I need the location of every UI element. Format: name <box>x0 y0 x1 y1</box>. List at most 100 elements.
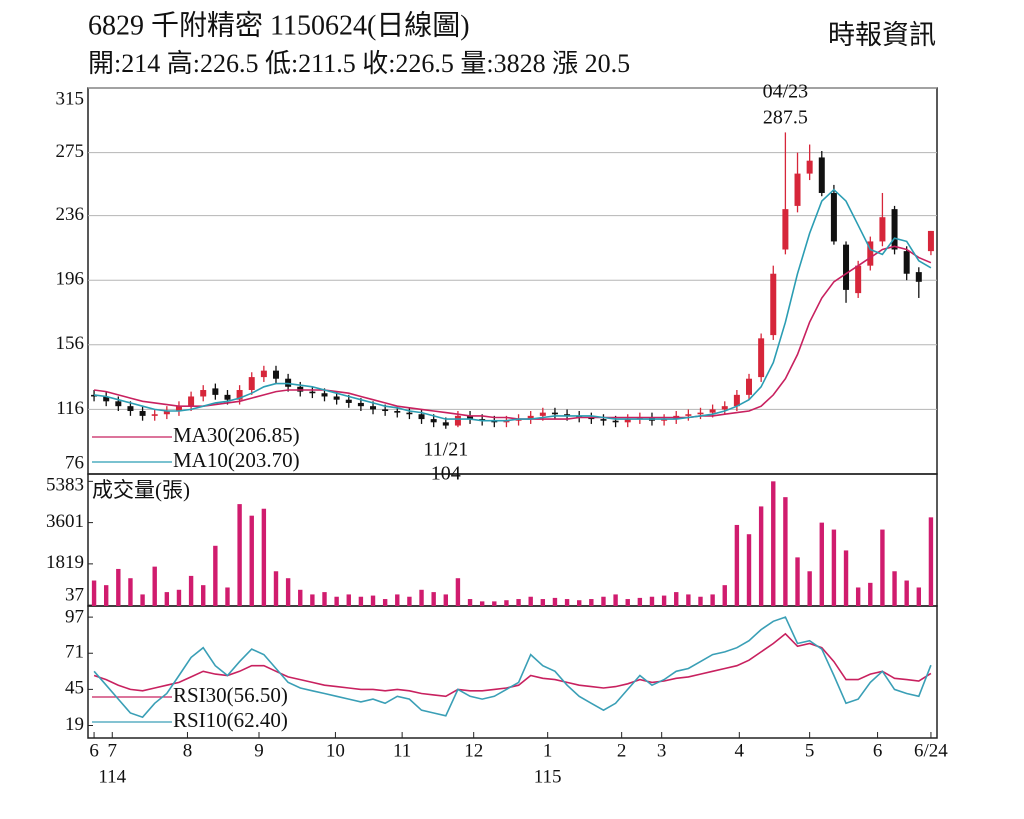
candle-body <box>467 415 474 420</box>
x-tick-label: 10 <box>326 740 345 761</box>
volume-bar <box>310 594 315 606</box>
volume-bar <box>868 582 873 606</box>
y-tick-label: 76 <box>65 452 84 473</box>
volume-bar <box>334 596 339 606</box>
source: 時報資訊 <box>828 20 936 50</box>
volume-bar <box>928 517 934 606</box>
volume-bar <box>467 599 473 606</box>
year-label: 114 <box>98 766 126 787</box>
x-tick-label: 6 <box>89 740 99 761</box>
line-series <box>93 616 932 719</box>
volume-bar <box>213 545 218 606</box>
candle-body <box>115 401 122 407</box>
candle-body <box>903 251 910 274</box>
candle-body <box>891 209 898 250</box>
candle-body <box>564 414 571 416</box>
annotation-value: 104 <box>431 462 461 484</box>
annotation-date: 04/23 <box>763 81 809 103</box>
candle-body <box>309 391 316 394</box>
candle-body <box>733 394 740 407</box>
candle-body <box>806 160 813 174</box>
volume-bar <box>201 585 206 606</box>
candle-body <box>794 173 801 206</box>
volume-bar <box>758 506 764 606</box>
volume-bar <box>831 529 837 606</box>
volume-bar <box>698 596 703 606</box>
candle-body <box>491 420 498 423</box>
candle-body <box>357 402 364 407</box>
volume-bar <box>722 585 727 606</box>
volume-bar <box>880 529 885 606</box>
volume-bar <box>904 580 909 606</box>
candle-body <box>746 378 753 395</box>
volume-bar <box>298 589 303 606</box>
volume-bar <box>540 599 546 606</box>
volume-bar <box>649 596 655 606</box>
volume-bar <box>661 595 667 606</box>
candle-body <box>163 411 170 415</box>
candle-body <box>709 409 716 413</box>
candle-body <box>175 406 182 412</box>
y-tick-label: 37 <box>65 584 84 605</box>
volume-bar <box>710 594 715 606</box>
candle-body <box>212 388 219 395</box>
candle-body <box>758 338 765 378</box>
volume-bar <box>492 601 497 606</box>
volume-bar <box>128 578 133 606</box>
volume-bar <box>746 534 752 606</box>
volume-bar <box>91 580 97 606</box>
x-tick-label: 11 <box>393 740 411 761</box>
candle-body <box>927 230 934 252</box>
volume-bar <box>370 595 376 606</box>
candle-body <box>382 409 389 412</box>
candle-body <box>188 396 195 407</box>
volume-bar <box>285 578 291 606</box>
x-tick-label: 4 <box>735 740 745 761</box>
volume-bar <box>395 594 400 606</box>
volume-bar <box>892 571 897 606</box>
candle-body <box>333 396 340 400</box>
annotation-value: 287.5 <box>763 107 808 129</box>
x-tick-label: 12 <box>464 740 483 761</box>
volume-bar <box>455 578 461 606</box>
candle-body <box>418 414 425 420</box>
volume-bar <box>443 594 448 606</box>
chart-title: 6829 千附精密 1150624(日線圖) <box>88 9 470 41</box>
volume-bar <box>322 592 327 606</box>
volume-bar <box>103 585 109 606</box>
volume-bar <box>504 600 509 606</box>
y-tick-label: 116 <box>56 398 84 419</box>
volume-bar <box>479 601 485 606</box>
candle-body <box>770 273 777 336</box>
candle-body <box>139 411 146 416</box>
candle-body <box>624 419 631 423</box>
volume-bar <box>916 587 922 606</box>
x-tick-label: 1 <box>543 740 553 761</box>
y-tick-label: 275 <box>56 141 85 162</box>
candle-body <box>200 390 207 397</box>
candle-body <box>345 399 352 403</box>
x-tick-label: 7 <box>108 740 118 761</box>
year-label: 115 <box>534 766 562 787</box>
candle-body <box>454 415 461 426</box>
volume-bar <box>261 508 267 606</box>
legend-label: MA30(206.85) <box>173 423 300 447</box>
candle-body <box>539 412 546 416</box>
y-tick-label: 97 <box>65 606 84 627</box>
volume-bar <box>855 587 861 606</box>
candle-body <box>127 406 134 412</box>
candle-body <box>285 378 292 387</box>
volume-bar <box>407 596 412 606</box>
legend-label: RSI30(56.50) <box>173 683 288 707</box>
volume-bar <box>188 575 194 606</box>
volume-bar <box>795 557 800 606</box>
legend-label: MA10(203.70) <box>173 448 300 472</box>
candle-body <box>867 241 874 266</box>
x-tick-label: 6/24 <box>914 740 948 761</box>
x-tick-label: 6 <box>873 740 883 761</box>
panel-frame <box>87 605 938 739</box>
y-tick-label: 45 <box>65 678 84 699</box>
y-tick-label: 236 <box>56 204 85 225</box>
volume-bar <box>601 596 606 606</box>
candle-body <box>442 422 449 426</box>
